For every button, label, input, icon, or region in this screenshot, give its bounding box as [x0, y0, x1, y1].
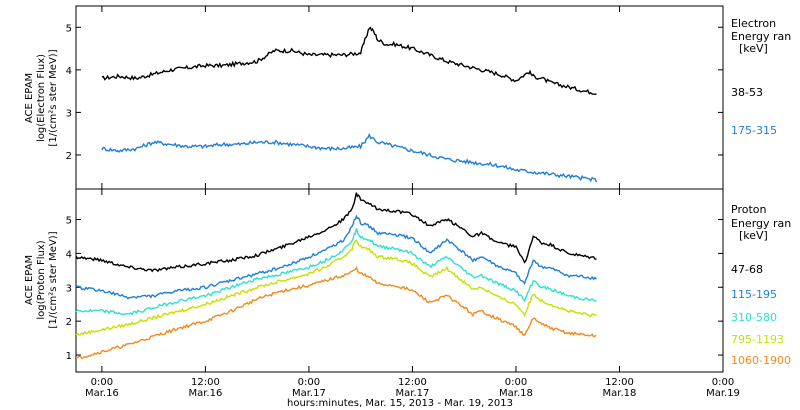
x-tick-label-time: 0:00: [505, 377, 527, 388]
x-tick-label-date: Mar.17: [396, 388, 430, 399]
y-tick-label: 5: [66, 23, 72, 34]
proton-legend: Proton Energy ran [keV]: [731, 203, 791, 242]
electron-ylabel-line1: ACE EPAM: [24, 73, 35, 123]
electron-ylabel-line2: log(Electron Flux): [36, 54, 47, 142]
legend-entry-175-315: 175-315: [731, 124, 777, 137]
x-axis-title: hours:minutes, Mar. 15, 2013 - Mar. 19, …: [287, 398, 513, 409]
proton-panel-frame: [75, 188, 724, 373]
y-tick-label: 4: [66, 249, 72, 260]
legend-entry-1060-1900: 1060-1900: [731, 354, 791, 367]
proton-legend-title-3: [keV]: [739, 229, 768, 242]
x-tick-label-time: 12:00: [398, 377, 427, 388]
legend-entry-795-1193: 795-1193: [731, 333, 784, 346]
proton-ylabel-line3: [1/(cm²s ster MeV)]: [48, 231, 59, 328]
x-tick-label-time: 12:00: [191, 377, 220, 388]
series-795-1193-line: [75, 239, 597, 336]
electron-legend-title-1: Electron: [731, 17, 776, 30]
series-310-580-line: [75, 228, 597, 316]
x-tick-label-date: Mar.19: [706, 388, 740, 399]
y-tick-label: 5: [66, 216, 72, 227]
electron-ylabel: ACE EPAM log(Electron Flux) [1/(cm²s ste…: [24, 49, 59, 146]
x-tick-label-date: Mar.16: [188, 388, 222, 399]
x-tick-label-time: 0:00: [712, 377, 734, 388]
proton-legend-title-1: Proton: [731, 203, 766, 216]
electron-legend: Electron Energy ran [keV]: [731, 17, 791, 55]
y-tick-label: 3: [66, 108, 72, 119]
x-tick-label-date: Mar.16: [85, 388, 119, 399]
legend-entry-47-68: 47-68: [731, 263, 763, 276]
x-tick-label-date: Mar.18: [603, 388, 637, 399]
series-38-53-line: [101, 26, 597, 96]
legend-entry-310-580: 310-580: [731, 311, 777, 324]
series-175-315-line: [101, 132, 598, 183]
series-1060-1900-line: [75, 265, 597, 360]
x-tick-label-time: 0:00: [91, 377, 113, 388]
x-tick-label-date: Mar.18: [499, 388, 533, 399]
electron-ylabel-line3: [1/(cm²s ster MeV)]: [48, 49, 59, 146]
electron-legend-title-2: Energy ran: [731, 30, 791, 43]
legend-entry-115-195: 115-195: [731, 288, 777, 301]
y-tick-label: 4: [66, 66, 72, 77]
series-47-68-line: [75, 192, 597, 273]
x-tick-label-time: 12:00: [605, 377, 634, 388]
electron-panel-frame: [75, 5, 724, 190]
legend-entry-38-53: 38-53: [731, 86, 763, 99]
proton-legend-title-2: Energy ran: [731, 217, 791, 230]
proton-ylabel-line1: ACE EPAM: [24, 255, 35, 305]
x-tick-label-date: Mar.17: [292, 388, 326, 399]
y-tick-label: 2: [66, 317, 72, 328]
proton-ylabel-line2: log(Proton Flux): [36, 240, 47, 319]
series-115-195-line: [75, 214, 597, 300]
electron-legend-title-3: [keV]: [739, 42, 768, 55]
proton-ylabel: ACE EPAM log(Proton Flux) [1/(cm²s ster …: [24, 231, 59, 328]
y-tick-label: 1: [66, 351, 72, 362]
y-tick-label: 3: [66, 283, 72, 294]
y-tick-label: 2: [66, 151, 72, 162]
x-tick-label-time: 0:00: [298, 377, 320, 388]
